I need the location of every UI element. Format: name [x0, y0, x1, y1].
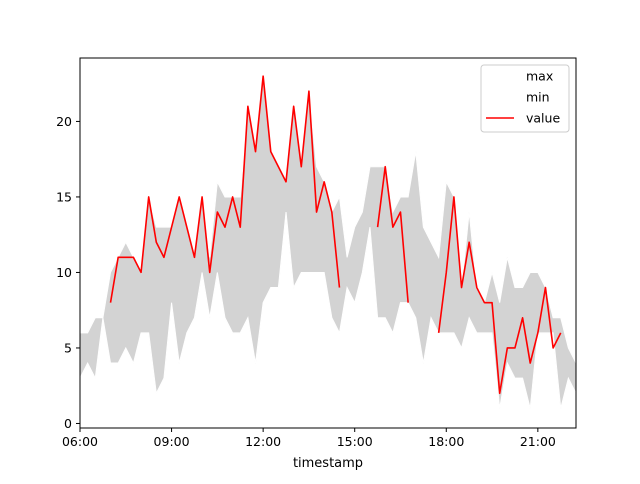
y-tick-label: 0 — [64, 416, 72, 431]
x-axis-label: timestamp — [293, 456, 363, 471]
legend-label-min: min — [526, 90, 550, 105]
legend-label-max: max — [526, 69, 553, 84]
x-tick-label: 06:00 — [62, 434, 98, 449]
legend: max min value — [480, 64, 570, 133]
legend-label-value: value — [526, 111, 560, 126]
x-tick-label: 21:00 — [520, 434, 556, 449]
x-axis-ticks: 06:00 09:00 12:00 15:00 18:00 21:00 — [62, 428, 556, 449]
x-tick-label: 09:00 — [154, 434, 190, 449]
y-tick-label: 15 — [56, 189, 72, 204]
value-series-line-3 — [437, 196, 562, 395]
y-tick-label: 10 — [56, 265, 72, 280]
y-tick-label: 20 — [56, 114, 72, 129]
legend-box — [480, 64, 570, 133]
y-tick-label: 5 — [64, 340, 72, 355]
min-series-line — [79, 211, 577, 409]
x-tick-label: 15:00 — [337, 434, 373, 449]
y-axis-ticks: 0 5 10 15 20 — [56, 114, 80, 431]
value-series-line-1 — [109, 75, 341, 303]
x-tick-label: 12:00 — [245, 434, 281, 449]
value-series-line-2 — [376, 165, 409, 303]
x-tick-label: 18:00 — [428, 434, 464, 449]
axes-frame — [79, 57, 577, 429]
